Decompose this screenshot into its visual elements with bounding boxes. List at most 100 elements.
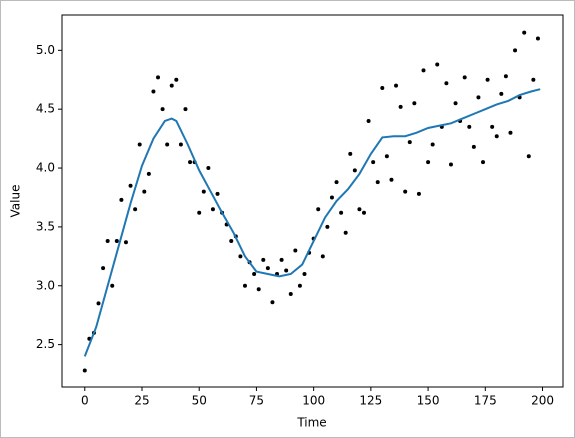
scatter-point bbox=[146, 171, 151, 176]
scatter-point bbox=[526, 154, 531, 159]
scatter-point bbox=[375, 180, 380, 185]
scatter-point bbox=[119, 197, 124, 202]
scatter-point bbox=[380, 85, 385, 90]
scatter-point bbox=[197, 210, 202, 215]
scatter-point bbox=[531, 77, 536, 82]
scatter-point bbox=[133, 207, 138, 212]
trend-line bbox=[83, 88, 541, 357]
x-tick-label: 75 bbox=[249, 394, 264, 408]
scatter-point bbox=[142, 189, 147, 194]
x-tick-label: 150 bbox=[417, 394, 440, 408]
y-tick-label: 5.0 bbox=[36, 43, 55, 57]
scatter-point bbox=[96, 301, 101, 306]
scatter-point bbox=[293, 248, 298, 253]
scatter-point bbox=[188, 160, 193, 165]
scatter-point bbox=[485, 77, 490, 82]
scatter-point bbox=[467, 124, 472, 129]
scatter-point bbox=[215, 191, 220, 196]
scatter-point bbox=[101, 266, 106, 271]
scatter-point bbox=[481, 160, 486, 165]
scatter-point bbox=[535, 36, 540, 41]
scatter-point bbox=[242, 283, 247, 288]
scatter-point bbox=[123, 240, 128, 245]
scatter-point bbox=[522, 30, 527, 35]
scatter-point bbox=[329, 195, 334, 200]
x-axis-label: Time bbox=[296, 416, 326, 430]
scatter-point bbox=[110, 283, 115, 288]
x-tick-label: 25 bbox=[134, 394, 149, 408]
scatter-point bbox=[508, 130, 513, 135]
scatter-point bbox=[284, 268, 289, 273]
scatter-point bbox=[426, 160, 431, 165]
y-tick-label: 4.0 bbox=[36, 161, 55, 175]
scatter-point bbox=[165, 142, 170, 147]
scatter-point bbox=[366, 118, 371, 123]
y-axis-label: Value bbox=[9, 185, 23, 218]
scatter-point bbox=[384, 154, 389, 159]
scatter-point bbox=[339, 210, 344, 215]
scatter-point bbox=[261, 257, 266, 262]
scatter-point bbox=[183, 107, 188, 112]
scatter-point bbox=[407, 140, 412, 145]
scatter-point bbox=[288, 292, 293, 296]
scatter-point bbox=[462, 75, 467, 80]
scatter-point bbox=[471, 144, 476, 149]
scatter-point bbox=[229, 239, 234, 244]
scatter-point bbox=[394, 83, 399, 88]
scatter-point bbox=[256, 287, 261, 292]
scatter-point bbox=[316, 207, 321, 212]
scatter-point bbox=[430, 142, 435, 147]
scatter-point bbox=[297, 283, 302, 288]
x-tick-label: 0 bbox=[81, 394, 89, 408]
scatter-point bbox=[389, 177, 394, 182]
y-tick-label: 4.5 bbox=[36, 102, 55, 116]
scatter-point bbox=[499, 91, 504, 96]
scatter-point bbox=[82, 368, 87, 373]
scatter-point bbox=[114, 239, 119, 244]
scatter-point bbox=[320, 254, 325, 259]
scatter-point bbox=[265, 266, 270, 271]
x-tick-label: 175 bbox=[474, 394, 497, 408]
scatter-point bbox=[494, 134, 499, 139]
scatter-point bbox=[348, 151, 353, 156]
scatter-point bbox=[412, 101, 417, 106]
scatter-point bbox=[435, 62, 440, 67]
scatter-point bbox=[325, 224, 330, 229]
scatter-point bbox=[503, 74, 508, 79]
y-tick-label: 3.0 bbox=[36, 278, 55, 292]
scatter-point bbox=[174, 77, 179, 82]
x-tick-label: 50 bbox=[192, 394, 207, 408]
scatter-point bbox=[156, 75, 161, 80]
scatter-point bbox=[421, 68, 426, 73]
scatter-point bbox=[279, 257, 284, 262]
scatter-point bbox=[178, 142, 183, 147]
scatter-point bbox=[490, 124, 495, 129]
plot-frame bbox=[61, 14, 564, 388]
scatter-point bbox=[416, 191, 421, 196]
scatter-point bbox=[343, 230, 348, 235]
scatter-point bbox=[210, 207, 215, 212]
scatter-point bbox=[444, 81, 449, 86]
scatter-point bbox=[160, 107, 165, 112]
scatter-point bbox=[371, 160, 376, 165]
scatter-point bbox=[476, 95, 481, 100]
scatter-point bbox=[252, 271, 257, 276]
x-tick-label: 125 bbox=[359, 394, 382, 408]
scatter-point bbox=[201, 189, 206, 194]
y-tick-label: 3.5 bbox=[36, 219, 55, 233]
scatter-point bbox=[169, 83, 174, 88]
scatter-point bbox=[448, 162, 453, 167]
scatter-point bbox=[270, 300, 275, 305]
x-tick-label: 100 bbox=[302, 394, 325, 408]
scatter-point bbox=[352, 168, 357, 173]
scatter-point bbox=[334, 180, 339, 185]
x-tick-label: 200 bbox=[531, 394, 554, 408]
y-tick-label: 2.5 bbox=[36, 337, 55, 351]
scatter-point bbox=[137, 142, 142, 147]
scatter-point bbox=[398, 104, 403, 109]
scatter-point bbox=[238, 254, 243, 259]
scatter-point bbox=[302, 271, 307, 276]
